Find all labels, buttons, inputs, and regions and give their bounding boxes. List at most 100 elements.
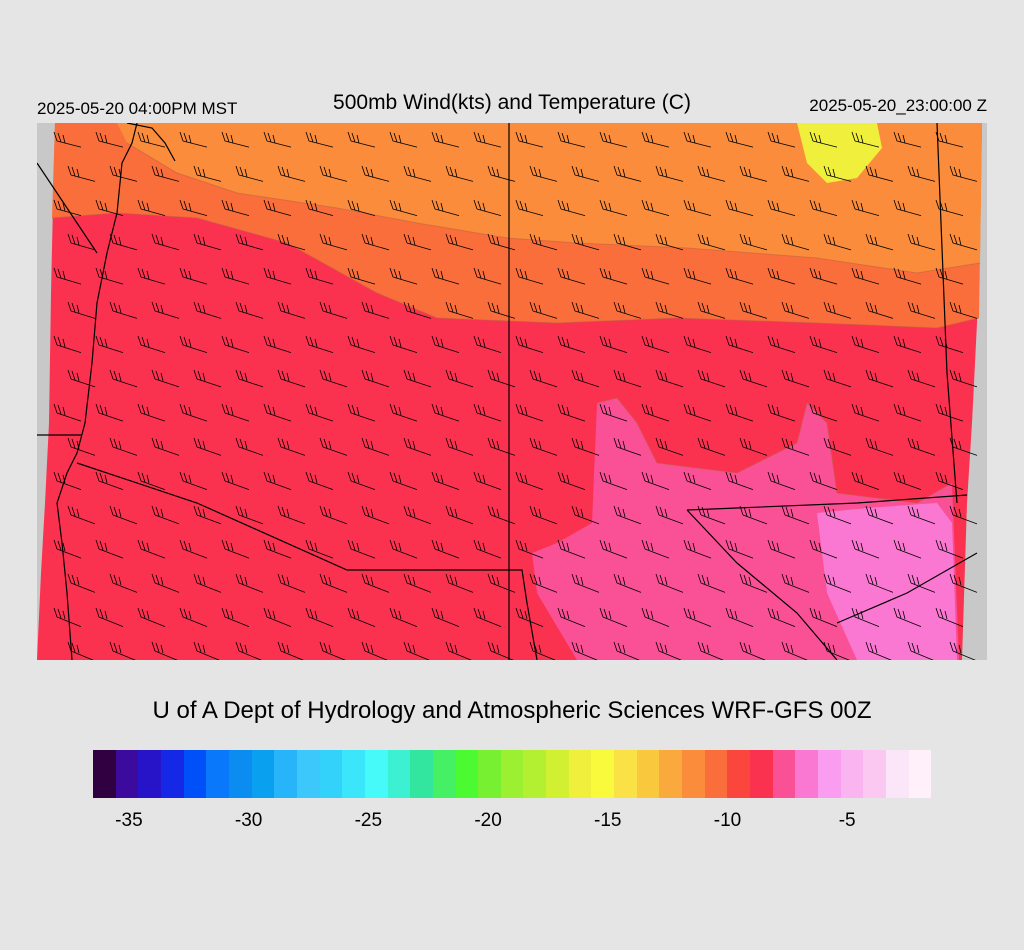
colorbar-swatch xyxy=(274,750,297,798)
wind-barb xyxy=(445,505,474,525)
wind-barb xyxy=(767,539,796,559)
wind-barb xyxy=(725,539,754,559)
wind-barb xyxy=(641,539,670,559)
colorbar-swatch xyxy=(795,750,818,798)
wind-barb xyxy=(151,369,180,388)
wind-barb xyxy=(445,165,474,182)
credit-line: U of A Dept of Hydrology and Atmospheric… xyxy=(152,697,872,724)
wind-barb xyxy=(137,335,166,354)
wind-barb xyxy=(809,471,838,491)
colorbar-swatch xyxy=(863,750,886,798)
wind-barb xyxy=(389,607,418,628)
wind-barb xyxy=(403,573,432,593)
wind-barb xyxy=(109,233,138,251)
wind-barb xyxy=(865,301,894,319)
wind-barb xyxy=(431,267,460,285)
wind-barb xyxy=(179,539,208,559)
wind-barb xyxy=(473,267,502,285)
coastline-north xyxy=(126,123,176,162)
wind-barb xyxy=(305,539,334,559)
contour-line xyxy=(51,212,980,329)
colorbar-swatch xyxy=(818,750,841,798)
wind-barb xyxy=(949,641,976,660)
wind-barb xyxy=(599,335,628,354)
wind-barb xyxy=(515,131,544,148)
wind-barb xyxy=(319,437,348,456)
wind-barb xyxy=(907,437,936,456)
colorbar-swatch xyxy=(523,750,547,798)
wind-barb xyxy=(529,301,558,319)
wind-barb xyxy=(67,301,96,319)
wind-barb xyxy=(557,131,586,148)
wind-barb xyxy=(893,267,922,285)
wind-barb xyxy=(361,301,390,319)
wind-barb xyxy=(109,301,138,319)
wind-barb xyxy=(235,165,264,182)
wind-barb xyxy=(893,607,922,628)
wind-barb xyxy=(641,335,670,354)
wind-barb xyxy=(893,471,922,491)
wind-barb xyxy=(557,335,586,354)
wind-barb xyxy=(445,369,474,388)
wind-barb xyxy=(445,233,474,251)
wind-barb xyxy=(599,403,628,422)
wind-barb xyxy=(221,539,250,559)
wind-barb xyxy=(151,505,180,525)
wind-barb xyxy=(571,437,600,456)
colorbar-swatch xyxy=(115,750,139,798)
valid-time-label: 2025-05-20_23:00:00 Z xyxy=(809,96,987,115)
wind-barb xyxy=(67,233,96,251)
colorbar-swatch xyxy=(138,750,161,798)
wind-barb xyxy=(95,335,124,354)
colorbar-tick-label: -25 xyxy=(354,810,383,831)
wind-barb xyxy=(151,641,178,660)
wind-barb xyxy=(571,369,600,388)
wind-barb xyxy=(67,505,96,525)
contour-line xyxy=(126,142,981,274)
colorbar-swatch xyxy=(296,750,320,798)
wind-barb xyxy=(95,471,124,491)
wind-barb xyxy=(137,471,166,491)
wind-barb xyxy=(221,403,250,422)
wind-barb xyxy=(809,539,838,559)
wind-barb xyxy=(53,403,82,422)
colorbar-swatch xyxy=(410,750,433,798)
wind-barb xyxy=(739,369,768,388)
wind-barb xyxy=(179,403,208,422)
wind-barb xyxy=(683,199,712,217)
colorbar-swatch xyxy=(251,750,275,798)
wind-barb xyxy=(515,539,544,559)
wind-barb xyxy=(445,641,472,660)
wind-barb xyxy=(235,505,264,525)
wind-barb xyxy=(235,641,262,660)
wind-barb xyxy=(277,165,306,182)
wind-barb xyxy=(529,641,556,660)
wind-barb xyxy=(655,573,684,593)
wind-barb xyxy=(725,403,754,422)
wind-barb xyxy=(431,471,460,491)
wind-barb xyxy=(823,641,850,660)
political-borders xyxy=(37,123,978,660)
wind-barb xyxy=(697,233,726,251)
wind-barb xyxy=(739,437,768,456)
wind-barb xyxy=(487,233,516,251)
wind-barb xyxy=(389,267,418,285)
wind-barb xyxy=(781,641,808,660)
wind-barb xyxy=(221,335,250,354)
wind-barb xyxy=(949,573,978,593)
wind-barb xyxy=(305,403,334,422)
wind-barb xyxy=(431,607,460,628)
colorbar-tick-label: -15 xyxy=(594,810,622,831)
wind-barb xyxy=(935,539,964,559)
colorbar-swatch xyxy=(750,750,773,798)
wind-barb xyxy=(277,301,306,319)
colorbar-swatch xyxy=(614,750,637,798)
wind-barb xyxy=(193,437,222,456)
wind-barb xyxy=(907,573,936,593)
wind-barb xyxy=(823,437,852,456)
wind-barb xyxy=(95,267,124,285)
wind-barb xyxy=(949,301,978,319)
temperature-field-north-band xyxy=(117,123,982,273)
wind-barb xyxy=(613,437,642,456)
wind-barb xyxy=(445,301,474,319)
